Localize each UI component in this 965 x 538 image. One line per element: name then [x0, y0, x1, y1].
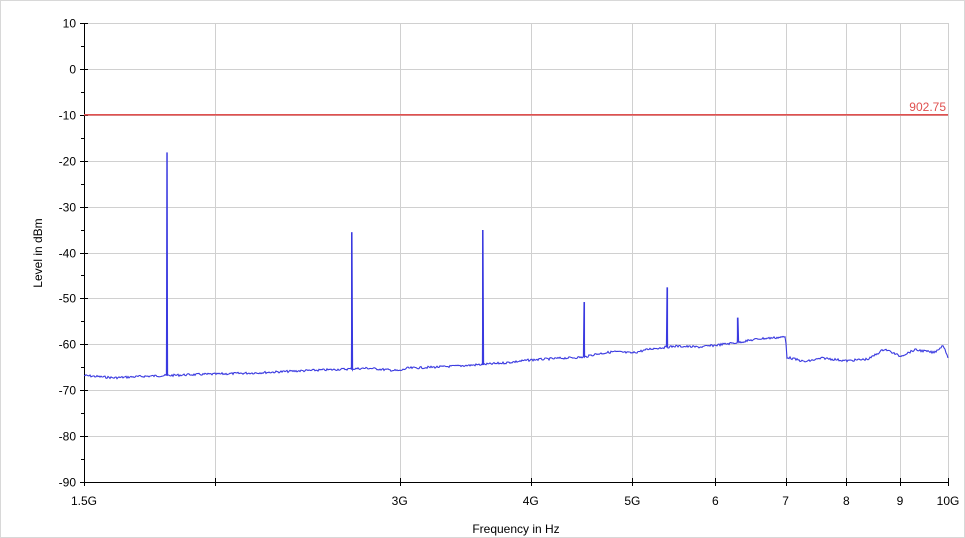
y-tick-label: 10 — [63, 17, 77, 31]
x-tick-label: 6 — [712, 494, 719, 508]
y-tick-label: -40 — [59, 247, 77, 261]
x-tick-label: 9 — [897, 494, 904, 508]
y-tick-label: -60 — [59, 338, 77, 352]
tick-label-layer: 10 0 -10 -20 -30 -40 -50 -60 -70 -80 -90 1.5G 3G 4G 5G… — [59, 17, 960, 509]
x-tick-label: 4G — [523, 494, 539, 508]
x-tick-label: 8 — [843, 494, 850, 508]
y-tick-label: -20 — [59, 155, 77, 169]
limit-line-layer: 902.75 — [84, 100, 948, 116]
y-tick-label: -70 — [59, 384, 77, 398]
y-tick-label: -30 — [59, 201, 77, 215]
x-tick-label: 3G — [392, 494, 408, 508]
x-tick-label: 1.5G — [71, 494, 97, 508]
axis-layer — [80, 23, 949, 486]
x-tick-label: 7 — [782, 494, 789, 508]
y-tick-label: -80 — [59, 430, 77, 444]
y-axis-title: Level in dBm — [31, 218, 45, 287]
series-layer — [83, 152, 949, 380]
y-tick-label: 0 — [69, 63, 76, 77]
x-tick-label: 10G — [937, 494, 960, 508]
y-tick-label: -10 — [59, 109, 77, 123]
x-axis-title: Frequency in Hz — [472, 522, 559, 536]
y-tick-label: -50 — [59, 292, 77, 306]
y-tick-label: -90 — [59, 476, 77, 490]
limit-line-label: 902.75 — [909, 100, 946, 114]
grid-layer — [84, 23, 949, 483]
spectrum-trace — [83, 152, 949, 380]
x-tick-label: 5G — [624, 494, 640, 508]
